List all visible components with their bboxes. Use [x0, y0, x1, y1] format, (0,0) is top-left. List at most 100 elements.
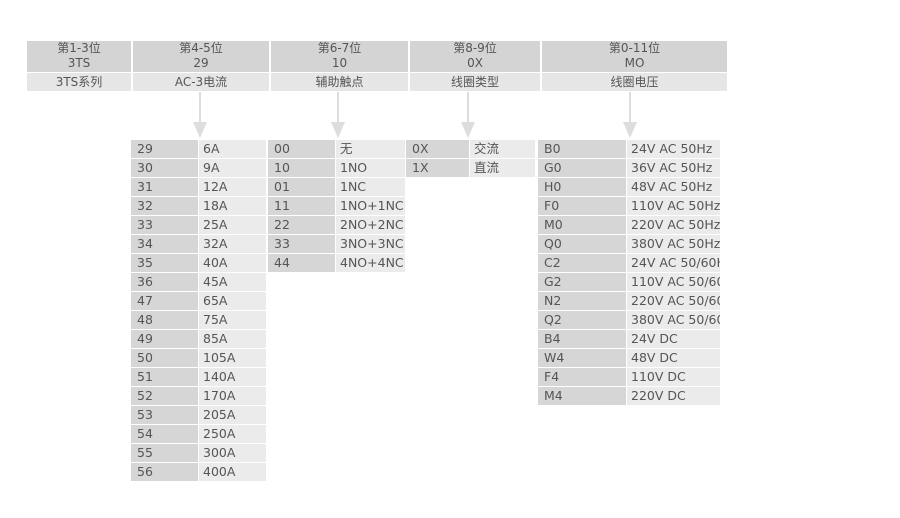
code-value: MO — [624, 56, 645, 70]
code-value: 3TS — [67, 56, 91, 70]
code-cell: N2 — [538, 292, 626, 310]
value-cell: 140A — [199, 368, 266, 386]
value-cell: 18A — [199, 197, 266, 215]
header-column: 第6-7位 10 辅助触点 — [271, 41, 410, 91]
table-row: 33 25A — [131, 216, 266, 234]
value-cell: 110V AC 50/60Hz — [627, 273, 720, 291]
header-column: 第8-9位 0X 线圈类型 — [410, 41, 542, 91]
value-cell: 65A — [199, 292, 266, 310]
table-row: G0 36V AC 50Hz — [538, 159, 720, 177]
table-row: M0 220V AC 50Hz — [538, 216, 720, 234]
value-cell: 220V AC 50/60Hz — [627, 292, 720, 310]
value-cell: 220V DC — [627, 387, 720, 405]
arrow-down-icon — [331, 92, 345, 138]
value-cell: 32A — [199, 235, 266, 253]
position-label: 第1-3位 — [57, 41, 101, 55]
table-row: 53 205A — [131, 406, 266, 424]
code-header-table: 第1-3位 3TS 3TS系列 第4-5位 29 AC-3电流 第6-7位 10 辅助触点 第8-… — [27, 41, 729, 91]
value-cell: 25A — [199, 216, 266, 234]
header-position: 第0-11位 MO — [542, 41, 727, 72]
table-row: 35 40A — [131, 254, 266, 272]
code-cell: 49 — [131, 330, 198, 348]
value-cell: 12A — [199, 178, 266, 196]
table-row: 55 300A — [131, 444, 266, 462]
code-cell: 35 — [131, 254, 198, 272]
table-row: B4 24V DC — [538, 330, 720, 348]
code-cell: 54 — [131, 425, 198, 443]
table-row: Q0 380V AC 50Hz — [538, 235, 720, 253]
value-cell: 48V AC 50Hz — [627, 178, 720, 196]
value-cell: 110V AC 50Hz — [627, 197, 720, 215]
value-cell: 45A — [199, 273, 266, 291]
value-cell: 无 — [336, 140, 405, 158]
value-cell: 24V AC 50Hz — [627, 140, 720, 158]
value-cell: 380V AC 50Hz — [627, 235, 720, 253]
value-cell: 300A — [199, 444, 266, 462]
code-cell: 22 — [268, 216, 335, 234]
table-row: 22 2NO+2NC — [268, 216, 405, 234]
table-row: 44 4NO+4NC — [268, 254, 405, 272]
code-cell: 56 — [131, 463, 198, 481]
value-cell: 400A — [199, 463, 266, 481]
code-cell: 52 — [131, 387, 198, 405]
header-label: 辅助触点 — [271, 72, 408, 91]
current-table: 29 6A 30 9A 31 12A 32 18A 33 25A 34 32A 35 40A 36 45A 47… — [131, 140, 266, 482]
value-cell: 205A — [199, 406, 266, 424]
table-row: 47 65A — [131, 292, 266, 310]
value-cell: 6A — [199, 140, 266, 158]
code-cell: B0 — [538, 140, 626, 158]
table-row: 33 3NO+3NC — [268, 235, 405, 253]
value-cell: 24V AC 50/60Hz — [627, 254, 720, 272]
code-cell: C2 — [538, 254, 626, 272]
code-value: 10 — [331, 56, 348, 70]
table-row: 32 18A — [131, 197, 266, 215]
value-cell: 3NO+3NC — [336, 235, 405, 253]
code-cell: W4 — [538, 349, 626, 367]
code-cell: 44 — [268, 254, 335, 272]
value-cell: 48V DC — [627, 349, 720, 367]
table-row: 34 32A — [131, 235, 266, 253]
table-row: F4 110V DC — [538, 368, 720, 386]
value-cell: 40A — [199, 254, 266, 272]
code-cell: 30 — [131, 159, 198, 177]
code-cell: 32 — [131, 197, 198, 215]
table-row: 11 1NO+1NC — [268, 197, 405, 215]
table-row: 52 170A — [131, 387, 266, 405]
position-label: 第4-5位 — [179, 41, 223, 55]
value-cell: 36V AC 50Hz — [627, 159, 720, 177]
arrow-down-icon — [193, 92, 207, 138]
table-row: 0X 交流 — [406, 140, 535, 158]
table-row: 30 9A — [131, 159, 266, 177]
value-cell: 4NO+4NC — [336, 254, 405, 272]
header-position: 第6-7位 10 — [271, 41, 408, 72]
code-cell: 53 — [131, 406, 198, 424]
header-position: 第1-3位 3TS — [27, 41, 131, 72]
header-column: 第4-5位 29 AC-3电流 — [133, 41, 271, 91]
code-cell: H0 — [538, 178, 626, 196]
aux-contact-table: 00 无 10 1NO 01 1NC 11 1NO+1NC 22 2NO+2NC 33 3NO+3NC… — [268, 140, 405, 273]
value-cell: 170A — [199, 387, 266, 405]
code-cell: 33 — [268, 235, 335, 253]
value-cell: 105A — [199, 349, 266, 367]
code-cell: M4 — [538, 387, 626, 405]
value-cell: 1NO+1NC — [336, 197, 405, 215]
code-cell: M0 — [538, 216, 626, 234]
table-row: 49 85A — [131, 330, 266, 348]
code-cell: 55 — [131, 444, 198, 462]
table-row: 31 12A — [131, 178, 266, 196]
code-cell: 31 — [131, 178, 198, 196]
header-column: 第0-11位 MO 线圈电压 — [542, 41, 729, 91]
value-cell: 24V DC — [627, 330, 720, 348]
value-cell: 220V AC 50Hz — [627, 216, 720, 234]
value-cell: 250A — [199, 425, 266, 443]
code-cell: Q2 — [538, 311, 626, 329]
code-cell: 01 — [268, 178, 335, 196]
table-row: 48 75A — [131, 311, 266, 329]
table-row: H0 48V AC 50Hz — [538, 178, 720, 196]
code-cell: F0 — [538, 197, 626, 215]
table-row: 1X 直流 — [406, 159, 535, 177]
code-cell: G2 — [538, 273, 626, 291]
